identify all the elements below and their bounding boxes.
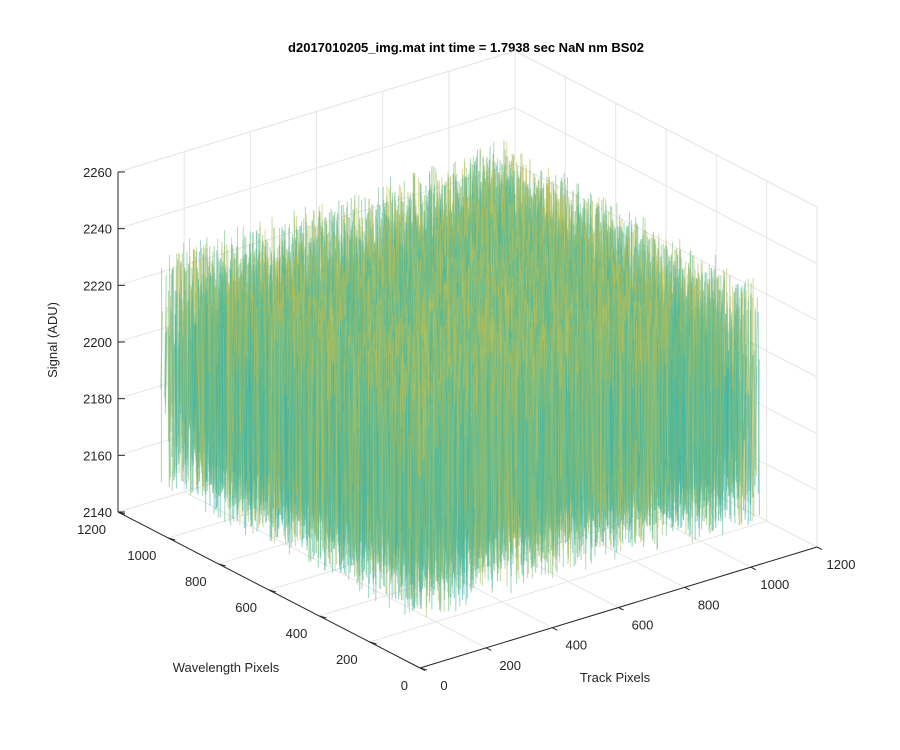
floor-grid-line (369, 520, 767, 643)
surface-stroke (757, 311, 761, 516)
surface-stroke (671, 381, 674, 527)
surface-stroke (691, 357, 694, 543)
box-edge (514, 50, 818, 208)
back-wall-grid-line (117, 107, 516, 230)
surface-stroke (747, 394, 750, 525)
surface (160, 140, 761, 618)
chart-title: d2017010205_img.mat int time = 1.7938 se… (288, 40, 644, 55)
side-wall-grid-line (514, 107, 818, 265)
surface-stroke (743, 344, 747, 440)
surface-stroke (739, 293, 743, 526)
box-edge (117, 50, 516, 173)
surface-stroke (748, 365, 751, 479)
surface-stroke (723, 375, 726, 462)
surface-stroke (752, 350, 756, 498)
surface-stroke (744, 392, 747, 520)
surface-stroke (736, 351, 740, 483)
surface-stroke (754, 297, 758, 446)
surface-stroke (735, 338, 739, 436)
